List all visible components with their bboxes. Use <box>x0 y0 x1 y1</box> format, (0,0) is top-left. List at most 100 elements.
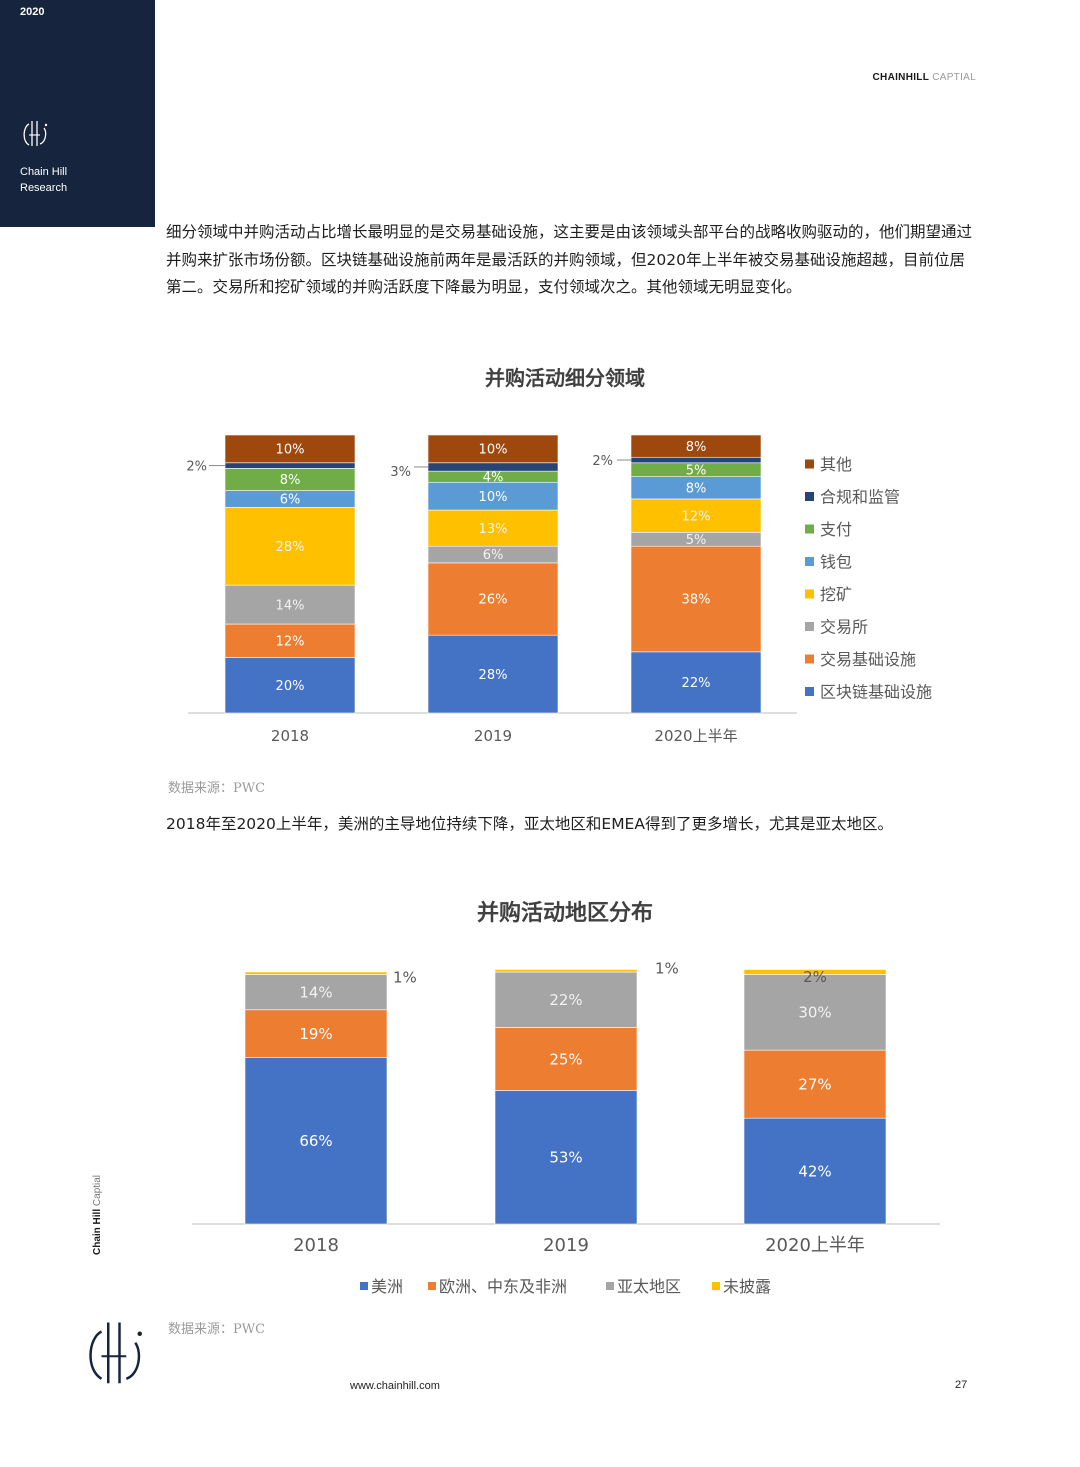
data-label: 12% <box>682 509 711 524</box>
header-brand: CHAINHILL CAPTIAL <box>873 72 976 83</box>
data-label: 28% <box>479 668 508 683</box>
data-label: 5% <box>686 463 707 478</box>
legend-swatch <box>712 1282 720 1290</box>
bar-segment <box>244 1009 388 1058</box>
data-label: 1% <box>655 960 679 978</box>
chart-title: 并购活动细分领域 <box>485 366 645 390</box>
bar-segment <box>224 623 356 658</box>
data-label: 8% <box>280 473 301 488</box>
data-label: 26% <box>479 593 508 608</box>
legend-label: 未披露 <box>723 1277 771 1296</box>
data-label: 1% <box>393 968 417 986</box>
chart-title: 并购活动地区分布 <box>477 900 653 926</box>
bar-segment <box>494 969 638 973</box>
category-label: 2019 <box>474 727 512 745</box>
data-label: 4% <box>483 470 504 485</box>
bar-segment <box>630 545 762 653</box>
data-label: 8% <box>686 440 707 455</box>
category-label: 2020上半年 <box>765 1235 865 1256</box>
bar-segment <box>427 634 559 714</box>
legend-swatch <box>606 1282 614 1290</box>
bar-segment <box>427 562 559 636</box>
brand-name-line2: Research <box>20 182 68 194</box>
legend-swatch <box>805 557 814 566</box>
data-label: 5% <box>686 533 707 548</box>
data-label: 14% <box>299 984 332 1002</box>
page-number: 27 <box>955 1379 968 1391</box>
bar-segment <box>743 974 887 1051</box>
data-source-note-1: 数据来源：PWC <box>168 781 266 796</box>
header-brand-light: CAPTIAL <box>932 72 976 83</box>
data-label: 6% <box>483 548 504 563</box>
brand-name-line1: Chain Hill <box>20 166 68 178</box>
category-label: 2019 <box>543 1235 589 1256</box>
data-label: 12% <box>276 634 305 649</box>
bar-segment <box>630 456 762 464</box>
legend-label: 美洲 <box>371 1277 403 1296</box>
data-label: 10% <box>276 443 305 458</box>
data-label: 38% <box>682 593 711 608</box>
data-label: 28% <box>276 540 305 555</box>
bar-segment <box>743 1117 887 1225</box>
body-paragraph-2: 2018年至2020上半年，美洲的主导地位持续下降，亚太地区和EMEA得到了更多… <box>166 815 893 833</box>
category-label: 2018 <box>271 727 309 745</box>
legend-swatch <box>805 654 814 664</box>
bar-segment <box>494 1027 638 1091</box>
bar-segment <box>224 434 356 464</box>
bar-segment <box>427 481 559 511</box>
bar-segment <box>630 498 762 533</box>
data-label: 6% <box>280 493 301 508</box>
category-label: 2018 <box>293 1235 339 1256</box>
footer-url[interactable]: www.chainhill.com <box>350 1380 440 1392</box>
legend-label: 其他 <box>820 455 852 474</box>
region-stacked-bar-chart: 并购活动地区分布 66% 19% 14% 1% 2018 53% 25% 22% 1% 2019 42… <box>192 900 940 1296</box>
year-label: 2020 <box>20 6 45 18</box>
legend-swatch <box>428 1282 436 1290</box>
bar-segment <box>427 509 559 547</box>
legend-swatch <box>805 524 814 534</box>
legend-swatch <box>805 687 814 696</box>
bar-segment <box>427 434 559 464</box>
legend-label: 亚太地区 <box>617 1277 681 1296</box>
data-label: 13% <box>479 522 508 537</box>
data-label: 22% <box>682 676 711 691</box>
legend-swatch <box>805 492 814 501</box>
data-label: 66% <box>299 1132 332 1150</box>
chainhill-logo-large-icon <box>89 1322 142 1384</box>
data-label: 25% <box>549 1050 582 1068</box>
bar-segment <box>630 434 762 458</box>
sidebar-brand-block: 2020 Chain Hill Research <box>0 0 155 227</box>
legend-label: 支付 <box>820 520 852 539</box>
data-label: 8% <box>686 482 707 497</box>
bar-segment <box>224 584 356 625</box>
bar-segment <box>224 506 356 586</box>
data-label: 27% <box>798 1076 831 1094</box>
bar-segment <box>244 974 388 1011</box>
data-label: 3% <box>390 465 411 480</box>
legend-swatch <box>805 622 814 631</box>
data-label: 2% <box>592 454 613 469</box>
sector-stacked-bar-chart: 并购活动细分领域 20% 12% 14% 28% 6% 8% 2% 10% 2018 28% 26% 6… <box>186 366 932 745</box>
legend-swatch <box>360 1282 368 1290</box>
data-label: 30% <box>798 1004 831 1022</box>
bar-segment <box>427 462 559 472</box>
data-label: 14% <box>276 598 305 613</box>
bar-segment <box>244 971 388 975</box>
data-label: 22% <box>549 991 582 1009</box>
bar-segment <box>224 657 356 714</box>
data-label: 20% <box>276 679 305 694</box>
bar-segment <box>630 651 762 714</box>
legend-label: 交易基础设施 <box>820 650 916 669</box>
bar-segment <box>224 462 356 469</box>
data-label: 10% <box>479 490 508 505</box>
legend-label: 挖矿 <box>820 585 852 604</box>
data-label: 53% <box>549 1149 582 1167</box>
legend-label: 合规和监管 <box>820 488 900 507</box>
brand-name: Chain Hill Research <box>20 164 140 196</box>
legend-label: 欧洲、中东及非洲 <box>439 1277 567 1296</box>
bar-segment <box>743 969 887 975</box>
category-label: 2020上半年 <box>654 727 737 745</box>
data-label: 2% <box>186 460 207 475</box>
legend-label: 交易所 <box>820 618 868 637</box>
legend-swatch <box>805 589 814 599</box>
